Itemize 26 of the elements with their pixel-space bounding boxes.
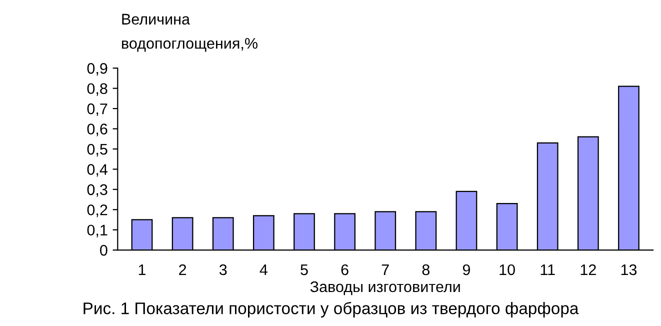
- y-tick-label: 0,7: [87, 103, 108, 116]
- x-tick-label: 7: [382, 264, 389, 276]
- y-axis-title: Величина водопоглощения,%: [122, 14, 258, 52]
- y-tick-label: 0,6: [87, 124, 108, 136]
- x-tick-label: 2: [179, 264, 186, 276]
- y-tick-label: 0,5: [87, 144, 108, 156]
- x-tick-label: 5: [300, 264, 308, 276]
- y-tick-label: 0,9: [87, 63, 108, 76]
- x-tick-label: 11: [540, 264, 555, 276]
- x-tick-label: 12: [580, 264, 596, 276]
- y-tick-label: 0,2: [87, 204, 108, 218]
- y-tick-label: 0,4: [87, 164, 108, 177]
- y-tick-label: 0,3: [87, 184, 108, 197]
- x-tick-label: 1: [138, 264, 146, 276]
- x-axis-title: Заводы изготовители: [310, 281, 460, 296]
- x-tick-label: 8: [422, 264, 430, 276]
- y-tick-label: 0,1: [87, 224, 108, 238]
- x-tick-label: 10: [500, 264, 515, 276]
- x-tick-label: 13: [621, 264, 637, 276]
- y-tick-label: 0: [100, 244, 108, 256]
- x-tick-label: 4: [260, 264, 268, 276]
- x-tick-label: 6: [341, 264, 348, 276]
- x-tick-label: 3: [219, 264, 227, 276]
- text: Рис. 1 Показатели пористости у образцов из твердого фарфора: [84, 302, 579, 318]
- y-tick-label: 0,8: [87, 83, 108, 96]
- x-tick-label: 9: [462, 264, 470, 276]
